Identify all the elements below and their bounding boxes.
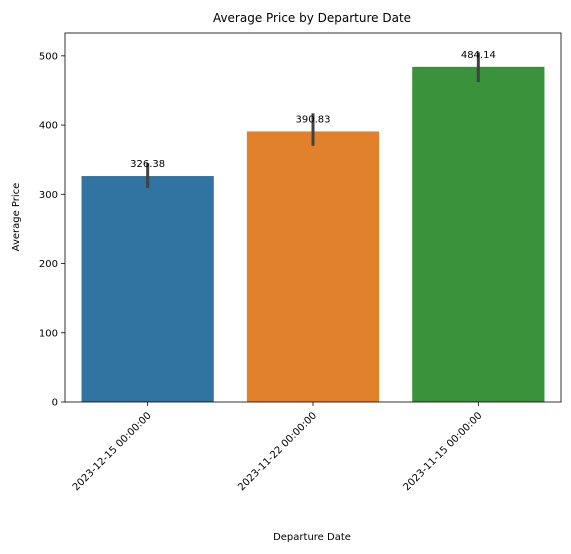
chart-title: Average Price by Departure Date <box>213 11 411 25</box>
data-label-2: 390.83 <box>296 114 331 125</box>
bar-2 <box>247 131 379 402</box>
y-tick-label-100: 100 <box>39 328 58 339</box>
data-label-3: 484.14 <box>461 50 496 61</box>
data-label-1: 326.38 <box>130 159 165 170</box>
y-axis: 0 100 200 300 400 500 <box>39 51 65 408</box>
x-tick-label-2: 2023-11-22 00:00:00 <box>236 410 319 493</box>
bar-3 <box>412 67 544 402</box>
x-tick-label-3: 2023-11-15 00:00:00 <box>402 410 485 493</box>
x-axis: 2023-12-15 00:00:00 2023-11-22 00:00:00 20… <box>71 402 485 493</box>
x-tick-label-1: 2023-12-15 00:00:00 <box>71 410 154 493</box>
y-tick-label-500: 500 <box>39 51 58 62</box>
x-axis-title: Departure Date <box>273 532 351 543</box>
y-tick-label-300: 300 <box>39 190 58 201</box>
y-tick-label-200: 200 <box>39 259 58 270</box>
bar-1 <box>82 176 214 402</box>
y-tick-label-400: 400 <box>39 121 58 132</box>
y-tick-label-0: 0 <box>52 398 58 409</box>
y-axis-title: Average Price <box>11 183 22 252</box>
